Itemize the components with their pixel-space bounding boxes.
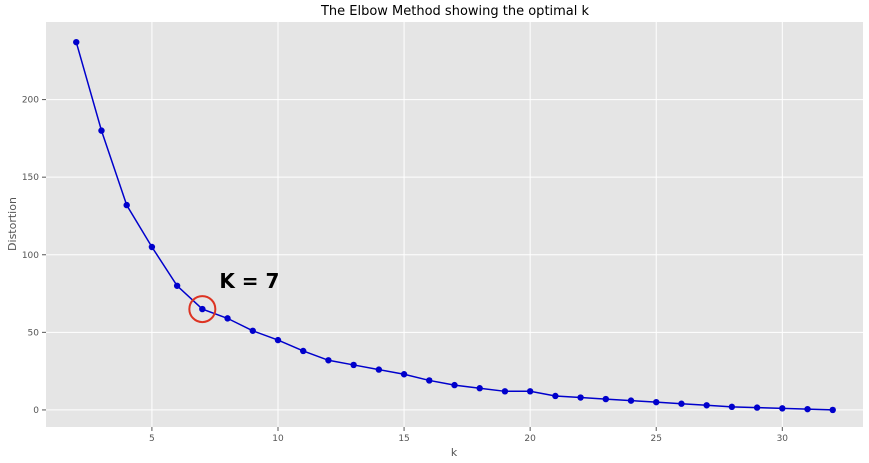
data-point-k-8 [224, 315, 231, 322]
x-tick-label-30: 30 [777, 434, 789, 444]
x-tick-label-5: 5 [149, 434, 155, 444]
y-axis-label: Distortion [6, 197, 19, 251]
x-tick-label-20: 20 [524, 434, 536, 444]
y-tick-label-150: 150 [22, 173, 39, 183]
annotations: K = 7 [188, 269, 279, 324]
y-tick-label-100: 100 [22, 251, 39, 261]
data-point-k-6 [173, 282, 181, 289]
x-tick-label-15: 15 [398, 434, 409, 444]
data-point-k-18 [476, 385, 483, 392]
y-tick-label-0: 0 [33, 406, 39, 416]
x-axis-label: k [451, 446, 458, 459]
data-point-k-3 [98, 127, 105, 134]
y-tick-label-50: 50 [28, 328, 40, 338]
data-point-k-27 [703, 402, 710, 409]
axis-ticks: 5 10 15 20 25 30 0 50 100 150 200 [22, 96, 788, 444]
grid-lines [46, 22, 863, 427]
data-point-k-13 [350, 361, 357, 369]
data-point-k-14 [375, 366, 383, 373]
data-point-k-29 [753, 404, 761, 411]
data-point-k-10 [274, 336, 282, 344]
data-point-k-7 [199, 305, 206, 313]
data-point-k-21 [552, 392, 559, 400]
data-point-k-16 [426, 377, 433, 384]
plot-area [46, 22, 863, 427]
data-point-k-11 [300, 347, 307, 355]
data-point-k-9 [249, 327, 256, 334]
data-point-k-12 [325, 357, 332, 364]
data-point-k-4 [123, 201, 130, 209]
data-point-k-30 [779, 405, 786, 412]
data-point-k-19 [501, 388, 509, 395]
data-point-k-5 [148, 243, 156, 251]
data-point-k-31 [804, 405, 811, 413]
data-point-k-23 [602, 395, 609, 403]
data-point-k-32 [829, 406, 836, 414]
annotation-circle-0 [188, 295, 217, 324]
data-point-k-22 [577, 394, 584, 401]
data-point-k-15 [400, 371, 408, 378]
data-point-k-26 [678, 400, 685, 407]
x-tick-label-10: 10 [272, 434, 284, 444]
data-point-k-24 [627, 397, 635, 404]
data-point-k-17 [451, 381, 458, 389]
data-point-k-25 [653, 398, 660, 406]
data-series [73, 38, 836, 414]
data-point-k-28 [728, 403, 736, 411]
chart-title: The Elbow Method showing the optimal k [320, 4, 590, 19]
data-point-k-2 [73, 38, 80, 46]
y-tick-label-200: 200 [22, 96, 39, 106]
annotation-label-0: K = 7 [219, 269, 279, 293]
x-tick-label-25: 25 [651, 434, 662, 444]
data-point-k-20 [526, 388, 534, 395]
